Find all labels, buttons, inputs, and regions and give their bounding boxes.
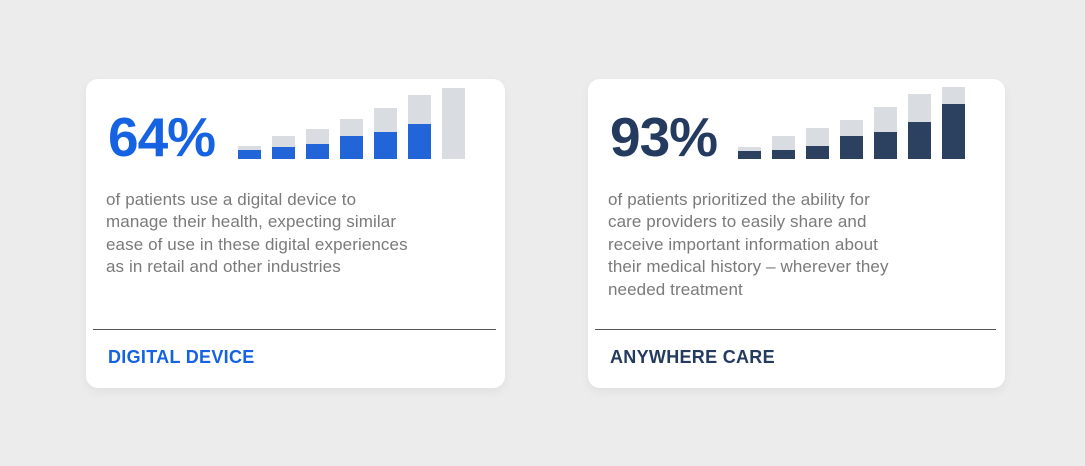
bar-fill: [806, 146, 829, 159]
card-digital-device: 64% of patients use a digital device to …: [86, 79, 505, 388]
bar-track: [272, 136, 295, 159]
bar-fill: [840, 136, 863, 159]
stat-row: 64%: [86, 87, 505, 165]
description-line: ease of use in these digital experiences: [106, 234, 408, 254]
stat-description: of patients use a digital device to mana…: [86, 189, 505, 279]
bar-track: [340, 119, 363, 159]
card-category-label: DIGITAL DEVICE: [108, 347, 255, 367]
stat-row: 93%: [588, 87, 1005, 165]
bar-fill: [738, 151, 761, 159]
bar-track: [374, 108, 397, 159]
divider: [93, 329, 496, 330]
description-line: needed treatment: [608, 279, 743, 299]
bar-fill: [272, 147, 295, 159]
bar-track: [806, 128, 829, 159]
bar-track: [840, 120, 863, 159]
bar-track: [408, 95, 431, 159]
bar-fill: [942, 104, 965, 159]
bar-chart: [738, 87, 965, 159]
card-category-label: ANYWHERE CARE: [610, 347, 775, 367]
description-line: care providers to easily share and: [608, 212, 867, 232]
description-line: receive important information about: [608, 234, 878, 254]
description-line: manage their health, expecting similar: [106, 212, 397, 232]
bar-chart: [238, 87, 465, 159]
bar-track: [442, 88, 465, 159]
bar-track: [942, 87, 965, 159]
description-line: their medical history – wherever they: [608, 257, 889, 277]
bar-fill: [874, 132, 897, 159]
bar-track: [908, 94, 931, 159]
bar-track: [874, 107, 897, 159]
bar-track: [738, 147, 761, 159]
card-anywhere-care: 93% of patients prioritized the ability …: [588, 79, 1005, 388]
bar-fill: [238, 150, 261, 159]
description-line: as in retail and other industries: [106, 257, 341, 277]
bar-fill: [340, 136, 363, 159]
bar-fill: [408, 124, 431, 159]
bar-track: [306, 129, 329, 159]
stat-value: 64%: [108, 106, 216, 168]
bar-fill: [772, 150, 795, 159]
divider: [595, 329, 996, 330]
stat-value: 93%: [610, 106, 718, 168]
stat-description: of patients prioritized the ability for …: [588, 189, 1005, 301]
bar-track: [238, 146, 261, 159]
description-line: of patients use a digital device to: [106, 190, 357, 209]
bar-fill: [374, 132, 397, 159]
description-line: of patients prioritized the ability for: [608, 190, 870, 209]
bar-fill: [908, 122, 931, 159]
bar-track: [772, 136, 795, 159]
bar-fill: [306, 144, 329, 159]
